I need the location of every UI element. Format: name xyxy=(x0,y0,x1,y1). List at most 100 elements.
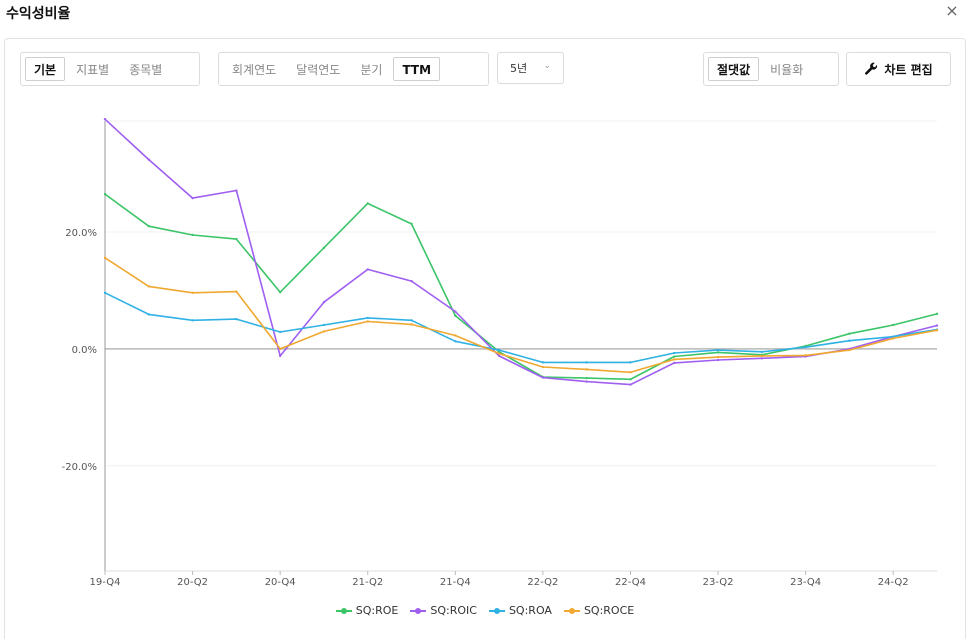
legend-item[interactable]: SQ:ROCE xyxy=(563,604,635,617)
period-ttm-button[interactable]: TTM xyxy=(393,57,441,81)
data-point xyxy=(191,196,194,200)
x-tick-label: 19-Q4 xyxy=(90,577,121,588)
data-point xyxy=(322,323,326,327)
y-tick-label: -20.0% xyxy=(62,462,97,473)
close-button[interactable]: × xyxy=(945,1,959,20)
period-calendar-year-button[interactable]: 달력연도 xyxy=(296,63,341,77)
data-point xyxy=(366,316,369,320)
data-point xyxy=(235,189,238,192)
data-point xyxy=(629,371,632,374)
view-by-stock-button[interactable]: 종목별 xyxy=(129,63,163,77)
legend-swatch xyxy=(563,607,580,615)
series-line-sq-roa xyxy=(104,292,938,364)
data-point xyxy=(235,237,238,241)
x-tick-label: 23-Q2 xyxy=(703,577,734,588)
data-point xyxy=(760,350,764,354)
data-point xyxy=(804,345,807,349)
data-point xyxy=(497,350,501,354)
data-point xyxy=(191,319,194,322)
data-point xyxy=(497,348,501,352)
data-point xyxy=(410,319,413,322)
x-tick-label: 21-Q4 xyxy=(440,577,471,588)
view-basic-button[interactable]: 기본 xyxy=(25,57,66,81)
x-tick-label: 22-Q4 xyxy=(615,577,646,588)
legend-label: SQ:ROIC xyxy=(430,604,477,617)
data-point xyxy=(235,317,238,321)
legend-label: SQ:ROCE xyxy=(583,604,635,617)
scale-normalized-button[interactable]: 비율화 xyxy=(770,63,804,77)
period-quarter-button[interactable]: 분기 xyxy=(360,63,383,77)
data-point xyxy=(541,361,545,364)
data-point xyxy=(716,351,720,354)
data-point xyxy=(716,358,720,362)
edit-chart-label: 차트 편집 xyxy=(884,62,933,77)
period-fiscal-year-button[interactable]: 회계연도 xyxy=(232,63,277,77)
data-point xyxy=(191,291,194,295)
data-point xyxy=(673,355,676,358)
data-point xyxy=(716,355,720,359)
data-point xyxy=(585,361,588,364)
data-point xyxy=(410,323,413,326)
data-point xyxy=(760,357,764,360)
legend-item[interactable]: SQ:ROIC xyxy=(410,604,477,617)
line-chart: 20.0% 0.0% -20.0% 19-Q4 20-Q2 20-Q4 21-Q2 21-Q4… xyxy=(62,118,939,588)
legend-item[interactable]: SQ:ROE xyxy=(335,604,399,617)
data-point xyxy=(235,290,238,293)
range-dropdown[interactable]: 5년 ⌄ xyxy=(497,52,564,84)
data-point xyxy=(147,158,150,161)
modal-title: 수익성비율 xyxy=(6,6,71,22)
legend-item[interactable]: SQ:ROA xyxy=(488,604,552,617)
series-line-sq-roic xyxy=(104,118,938,386)
data-point xyxy=(147,285,150,288)
data-point xyxy=(103,118,107,121)
data-point xyxy=(585,376,588,380)
scale-group: 절댓값 비율화 xyxy=(703,52,839,86)
data-point xyxy=(629,361,632,364)
data-point xyxy=(278,347,282,351)
data-point xyxy=(497,354,501,358)
data-point xyxy=(892,335,895,338)
data-point xyxy=(103,291,107,295)
modal-header: 수익성비율 × xyxy=(0,0,966,26)
legend-swatch xyxy=(488,607,505,615)
range-dropdown-value: 5년 xyxy=(510,62,528,75)
x-tick-label: 20-Q4 xyxy=(265,577,296,588)
data-point xyxy=(848,348,851,352)
data-point xyxy=(322,246,326,250)
data-point xyxy=(760,354,764,358)
data-point xyxy=(322,300,326,304)
data-point xyxy=(278,330,282,334)
data-point xyxy=(454,334,457,337)
data-point xyxy=(454,340,457,343)
data-point xyxy=(716,348,720,352)
data-point xyxy=(673,358,676,361)
data-point xyxy=(935,324,939,327)
chart-panel: 기본 지표별 종목별 회계연도 달력연도 분기 TTM 5년 ⌄ 절댓값 비율화… xyxy=(4,38,966,639)
data-point xyxy=(410,222,413,226)
period-group: 회계연도 달력연도 분기 TTM xyxy=(218,52,489,86)
chevron-down-icon: ⌄ xyxy=(543,61,551,71)
data-point xyxy=(848,339,851,342)
scale-absolute-button[interactable]: 절댓값 xyxy=(708,57,760,81)
data-point xyxy=(410,279,413,283)
legend-label: SQ:ROA xyxy=(508,604,552,617)
edit-chart-button[interactable]: 차트 편집 xyxy=(846,52,951,86)
legend-label: SQ:ROE xyxy=(355,604,399,617)
data-point xyxy=(629,378,632,381)
data-point xyxy=(103,256,107,259)
x-tick-label: 22-Q2 xyxy=(527,577,558,588)
data-point xyxy=(892,323,895,327)
y-tick-label: 0.0% xyxy=(72,345,97,356)
data-point xyxy=(497,352,501,355)
data-point xyxy=(541,376,545,379)
data-point xyxy=(278,291,282,294)
view-by-metric-button[interactable]: 지표별 xyxy=(76,63,110,77)
data-point xyxy=(366,202,369,205)
data-point xyxy=(673,361,676,365)
data-point xyxy=(804,354,807,357)
data-point xyxy=(585,368,588,371)
data-point xyxy=(629,383,632,386)
y-tick-label: 20.0% xyxy=(65,228,97,239)
data-point xyxy=(454,314,457,317)
toolbar: 기본 지표별 종목별 회계연도 달력연도 분기 TTM 5년 ⌄ 절댓값 비율화… xyxy=(5,39,965,99)
